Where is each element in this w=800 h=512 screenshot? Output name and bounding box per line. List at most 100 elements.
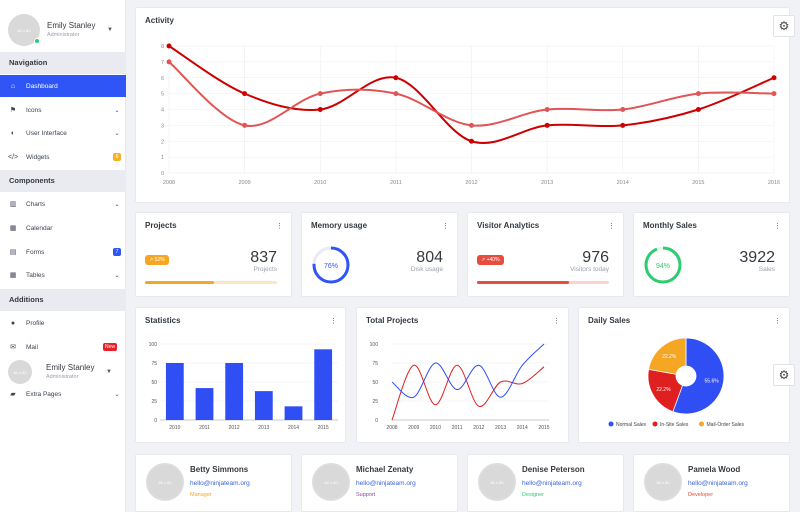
y-tick-label: 100 xyxy=(370,342,379,348)
statistics-bar-chart: 0 25 50 75 100 2010 2011 2012 2013 2014 2015 xyxy=(149,342,338,431)
avatar: 80 x 80 xyxy=(478,463,516,501)
data-point xyxy=(620,122,626,128)
sidebar-item-widgets[interactable]: </> Widgets 6 xyxy=(0,146,126,168)
contact-card[interactable]: 80 x 80 Denise Peterson hello@ninjateam.… xyxy=(467,454,624,512)
data-point xyxy=(242,91,248,97)
more-options-icon[interactable]: ⋮ xyxy=(774,223,781,230)
user-profile[interactable]: 80 x 80 Emily Stanley Administrator ▼ xyxy=(0,12,126,48)
gear-icon[interactable]: ⚙ xyxy=(773,15,795,37)
contact-name: Betty Simmons xyxy=(190,465,249,474)
sidebar-item-extra-pages[interactable]: ▰ Extra Pages ⌄ xyxy=(0,383,126,405)
series-line xyxy=(391,364,545,421)
contact-email[interactable]: hello@ninjateam.org xyxy=(356,480,416,487)
data-point xyxy=(469,138,474,144)
more-options-icon[interactable]: ⋮ xyxy=(442,223,449,230)
contact-role: Manager xyxy=(190,492,212,498)
visitor-analytics-card: Visitor Analytics ⋮ ↗ +40% 976 Visitors … xyxy=(467,212,624,297)
contact-name: Michael Zenaty xyxy=(356,465,414,474)
sidebar-item-charts[interactable]: ▥ Charts ⌄ xyxy=(0,193,126,215)
mail-badge: New xyxy=(102,343,117,351)
daily-sales-donut-chart: 55.6% 22.2% 22.2% Normal Sales In-Site Sales… xyxy=(608,337,745,428)
sidebar: 80 x 80 Emily Stanley Administrator ▼ Nav… xyxy=(0,0,126,512)
more-options-icon[interactable]: ⋮ xyxy=(774,318,781,325)
memory-value: 804 xyxy=(416,249,443,266)
total-projects-line-chart: 0 25 50 75 100 2008 2009 2010 2011 2012 2013 2014 20… xyxy=(370,342,550,431)
activity-chart: 0 1 2 3 4 5 6 7 8 2008 2009 2010 2011 2012 2013 2014 201… xyxy=(161,43,780,186)
user-profile-dropdown[interactable]: 80 x 80 Emily Stanley Administrator ▼ xyxy=(0,358,126,386)
x-tick-label: 2010 xyxy=(430,425,441,431)
x-tick-label: 2013 xyxy=(541,180,553,186)
y-tick-label: 1 xyxy=(161,155,164,161)
profile-name: Emily Stanley xyxy=(46,363,95,372)
avatar-placeholder-text: 80 x 80 xyxy=(17,27,31,33)
card-title: Statistics xyxy=(145,316,181,325)
x-tick-label: 2013 xyxy=(495,425,506,431)
contact-name: Denise Peterson xyxy=(522,465,585,474)
sidebar-item-profile[interactable]: ● Profile xyxy=(0,312,126,334)
sidebar-item-label: Dashboard xyxy=(26,82,58,90)
avatar-placeholder-text: 80 x 80 xyxy=(158,479,172,485)
more-options-icon[interactable]: ⋮ xyxy=(608,223,615,230)
card-title: Activity xyxy=(145,16,174,25)
pie-slice xyxy=(648,337,687,375)
sidebar-item-icons[interactable]: ⚑ Icons ⌄ xyxy=(0,99,126,121)
legend-marker xyxy=(699,421,704,427)
monthly-sales-card: Monthly Sales ⋮ 94% 3922 Sales xyxy=(633,212,790,297)
section-components: Components xyxy=(0,170,126,192)
sidebar-item-user-interface[interactable]: ◐ User Interface ⌄ xyxy=(0,122,126,144)
card-title: Projects xyxy=(145,221,177,230)
total-projects-card: Total Projects ⋮ 0 25 50 75 100 2008 2009 2010 2… xyxy=(356,307,569,443)
y-tick-label: 50 xyxy=(372,380,378,386)
sidebar-item-mail[interactable]: ✉ Mail New xyxy=(0,336,126,358)
chevron-down-icon[interactable]: ▼ xyxy=(107,27,113,33)
sales-value: 3922 xyxy=(739,249,775,266)
more-options-icon[interactable]: ⋮ xyxy=(276,223,283,230)
contact-name: Pamela Wood xyxy=(688,465,741,474)
online-status-dot xyxy=(34,38,40,44)
x-tick-label: 2009 xyxy=(239,180,251,186)
sidebar-item-tables[interactable]: ▦ Tables ⌄ xyxy=(0,264,126,286)
section-navigation: Navigation xyxy=(0,52,126,74)
sidebar-item-label: User Interface xyxy=(26,129,67,137)
more-options-icon[interactable]: ⋮ xyxy=(553,318,560,325)
gear-icon[interactable]: ⚙ xyxy=(773,364,795,386)
sidebar-item-label: Calendar xyxy=(26,224,53,232)
memory-usage-card: Memory usage ⋮ 76% 804 Disk usage xyxy=(301,212,458,297)
contact-card[interactable]: 80 x 80 Michael Zenaty hello@ninjateam.o… xyxy=(301,454,458,512)
contact-card[interactable]: 80 x 80 Pamela Wood hello@ninjateam.org … xyxy=(633,454,790,512)
card-title: Daily Sales xyxy=(588,316,631,325)
sidebar-item-forms[interactable]: ▤ Forms 7 xyxy=(0,241,126,263)
y-tick-label: 25 xyxy=(151,399,157,405)
x-tick-label: 2015 xyxy=(692,180,704,186)
projects-card: Projects ⋮ ↗ 52% 837 Projects xyxy=(135,212,292,297)
chevron-down-icon[interactable]: ▼ xyxy=(106,369,112,375)
slice-label: 22.2% xyxy=(656,387,671,393)
home-icon: ⌂ xyxy=(10,82,16,90)
visitor-value: 976 xyxy=(582,249,609,266)
data-point xyxy=(544,107,550,112)
flag-icon: ⚑ xyxy=(9,107,17,114)
bar-chart-icon: ▥ xyxy=(9,201,17,208)
chevron-down-icon: ⌄ xyxy=(114,201,120,208)
x-tick-label: 2015 xyxy=(318,425,329,431)
ring-label: 94% xyxy=(656,263,670,270)
ring-progress xyxy=(312,246,350,284)
contact-email[interactable]: hello@ninjateam.org xyxy=(190,480,250,487)
contact-card[interactable]: 80 x 80 Betty Simmons hello@ninjateam.or… xyxy=(135,454,292,512)
sidebar-item-calendar[interactable]: ▦ Calendar xyxy=(0,217,126,239)
sidebar-item-label: Extra Pages xyxy=(26,390,62,398)
x-tick-label: 2009 xyxy=(408,425,419,431)
y-tick-label: 100 xyxy=(149,342,158,348)
more-options-icon[interactable]: ⋮ xyxy=(330,318,337,325)
y-tick-label: 0 xyxy=(375,418,378,424)
sidebar-item-dashboard[interactable]: ⌂ Dashboard xyxy=(0,75,126,97)
y-tick-label: 50 xyxy=(151,380,157,386)
contact-email[interactable]: hello@ninjateam.org xyxy=(522,480,582,487)
legend-marker xyxy=(652,421,658,427)
slice-label: 55.6% xyxy=(705,379,720,385)
contact-role: Support xyxy=(356,492,376,498)
contact-email[interactable]: hello@ninjateam.org xyxy=(688,480,748,487)
folder-icon: ▰ xyxy=(10,391,16,398)
forms-icon: ▤ xyxy=(9,249,17,256)
avatar-placeholder-text: 80 x 80 xyxy=(656,479,670,485)
